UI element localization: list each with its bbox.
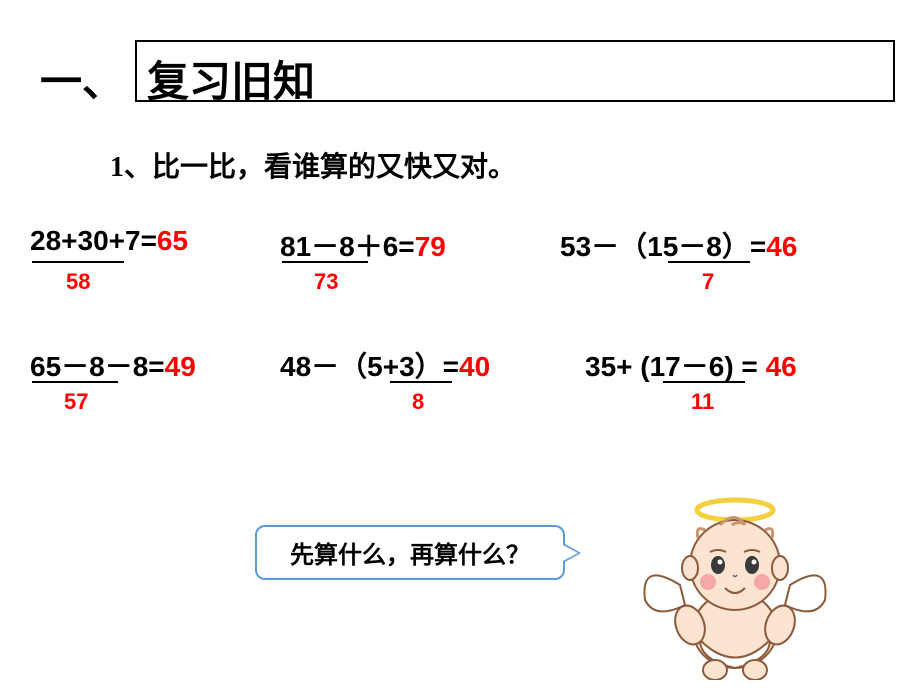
underline: [32, 261, 124, 263]
answer: 65: [157, 225, 188, 256]
problem-3: 53－（15－8）=46 7: [560, 225, 890, 265]
problem-row-2: 65－8－8=49 57 48－（5+3）=40 8 35+ (17－6) = …: [30, 345, 890, 385]
intermediate: 57: [64, 389, 88, 415]
problem-1: 28+30+7=65 58: [30, 225, 280, 265]
answer: 40: [459, 351, 490, 382]
bubble-text: 先算什么，再算什么？: [290, 535, 530, 570]
intermediate: 7: [702, 269, 714, 295]
problem-4: 65－8－8=49 57: [30, 345, 280, 385]
title-region: 一、 复习旧知: [40, 40, 880, 110]
bubble-tail-icon: [563, 543, 581, 563]
answer: 46: [766, 231, 797, 262]
expr: 48－（5+3）=: [280, 351, 459, 382]
title-prefix: 一、: [40, 48, 124, 109]
problem-row-1: 28+30+7=65 58 81－8＋6=79 73 53－（15－8）=46 …: [30, 225, 890, 265]
intermediate: 58: [66, 269, 90, 295]
underline: [668, 261, 750, 263]
answer: 49: [165, 351, 196, 382]
answer: 79: [415, 231, 446, 262]
expr: 81－8＋6=: [280, 231, 415, 262]
subtitle: 1、比一比，看谁算的又快又对。: [110, 145, 516, 185]
problems-region: 28+30+7=65 58 81－8＋6=79 73 53－（15－8）=46 …: [30, 225, 890, 465]
intermediate: 73: [314, 269, 338, 295]
answer: 46: [766, 351, 797, 382]
intermediate: 11: [691, 389, 714, 415]
expr: 28+30+7=: [30, 225, 157, 256]
problem-6: 35+ (17－6) = 46 11: [585, 345, 885, 385]
expr: 35+ (17－6) =: [585, 351, 758, 382]
angel-icon: [620, 490, 850, 680]
problem-5: 48－（5+3）=40 8: [280, 345, 585, 385]
speech-bubble: 先算什么，再算什么？: [255, 525, 565, 580]
underline: [663, 381, 745, 383]
expr: 53－（15－8）=: [560, 231, 766, 262]
underline: [390, 381, 452, 383]
underline: [282, 261, 368, 263]
expr: 65－8－8=: [30, 351, 165, 382]
title-main: 复习旧知: [147, 48, 315, 109]
underline: [32, 381, 118, 383]
problem-2: 81－8＋6=79 73: [280, 225, 560, 265]
intermediate: 8: [412, 389, 424, 415]
title-box: 复习旧知: [135, 40, 895, 102]
